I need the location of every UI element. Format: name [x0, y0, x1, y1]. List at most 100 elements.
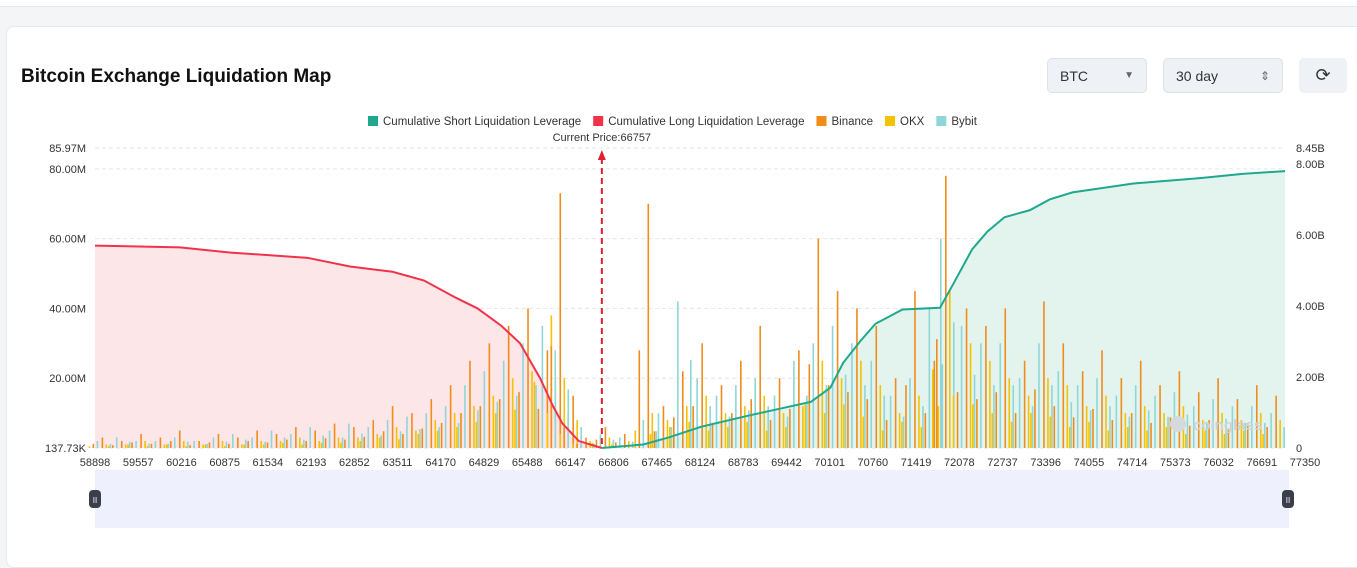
bybit-bar — [341, 437, 344, 448]
okx-bar — [651, 413, 654, 448]
okx-bar — [511, 378, 514, 448]
binance-bar — [875, 325, 878, 448]
x-tick-label: 61534 — [253, 457, 284, 469]
okx-bar — [1279, 420, 1281, 448]
bybit-bar — [1096, 378, 1098, 448]
okx-bar — [1085, 406, 1088, 448]
okx-bar — [436, 430, 439, 448]
bybit-bar — [844, 374, 847, 448]
bybit-bar — [1225, 418, 1227, 448]
okx-bar — [1124, 413, 1127, 448]
bybit-bar — [283, 437, 286, 448]
binance-bar — [936, 339, 938, 448]
x-tick-label: 66147 — [555, 457, 586, 469]
binance-bar — [623, 434, 626, 448]
okx-bar — [989, 360, 991, 448]
bybit-bar — [1109, 406, 1111, 448]
okx-bar — [1240, 420, 1243, 448]
bybit-bar — [973, 374, 976, 448]
binance-bar — [1120, 378, 1123, 448]
binance-bar — [572, 395, 574, 448]
okx-bar — [224, 446, 226, 448]
bybit-bar — [251, 437, 253, 448]
okx-bar — [572, 444, 574, 448]
bybit-bar — [767, 406, 769, 448]
x-tick-label: 66806 — [598, 457, 629, 469]
bybit-bar — [1012, 385, 1015, 448]
okx-bar — [1259, 413, 1262, 448]
y-left-tick-label: 20.00M — [49, 373, 86, 385]
binance-bar — [237, 437, 239, 448]
bybit-bar — [541, 325, 544, 448]
slider-handle-right[interactable] — [1282, 490, 1294, 508]
okx-bar — [1221, 413, 1223, 448]
okx-bar — [144, 441, 146, 448]
okx-bar — [546, 413, 549, 448]
binance-bar — [391, 406, 394, 448]
okx-bar — [1027, 395, 1030, 448]
bybit-bar — [870, 360, 873, 448]
binance-bar — [576, 443, 578, 448]
binance-bar — [1159, 385, 1161, 448]
handle-grip-icon: II — [93, 496, 97, 505]
binance-bar — [527, 308, 529, 448]
coin-select[interactable]: BTC ▼ — [1047, 58, 1147, 93]
binance-bar — [1255, 385, 1258, 448]
okx-bar — [357, 437, 359, 448]
bybit-bar — [940, 238, 942, 448]
short-cumulative-line — [601, 170, 1286, 449]
binance-bar — [769, 420, 772, 448]
okx-bar — [1049, 416, 1052, 448]
refresh-button[interactable]: ⟳ — [1299, 58, 1347, 93]
bybit-bar — [580, 427, 582, 448]
binance-bar — [518, 392, 520, 448]
bybit-bar — [1147, 410, 1150, 448]
binance-bar — [150, 443, 153, 448]
binance-bar — [353, 427, 355, 448]
legend-item: Cumulative Long Liquidation Leverage — [608, 116, 804, 128]
binance-bar — [208, 442, 211, 448]
okx-bar — [398, 439, 400, 448]
range-slider[interactable] — [95, 470, 1289, 528]
okx-bar — [563, 378, 566, 448]
binance-bar — [421, 428, 424, 448]
okx-bar — [1107, 430, 1110, 448]
okx-bar — [359, 441, 362, 448]
binance-bar — [333, 423, 336, 448]
chevron-updown-icon: ⇕ — [1259, 68, 1270, 83]
okx-bar — [969, 343, 972, 448]
okx-bar — [1262, 434, 1264, 448]
okx-bar — [204, 444, 207, 448]
bybit-bar — [309, 427, 312, 448]
binance-bar — [507, 325, 510, 448]
binance-bar — [1266, 427, 1268, 448]
bybit-bar — [642, 420, 645, 448]
binance-bar — [1111, 420, 1114, 448]
binance-bar — [305, 441, 308, 448]
bybit-bar — [515, 395, 518, 448]
binance-bar — [363, 436, 366, 448]
y-left-tick-label: 40.00M — [49, 303, 86, 315]
binance-bar — [111, 445, 114, 448]
okx-bar — [163, 444, 166, 448]
bybit-bar — [993, 385, 995, 448]
slider-handle-left[interactable] — [89, 490, 101, 508]
binance-bar — [324, 438, 327, 448]
okx-bar — [576, 420, 578, 448]
bybit-bar — [225, 441, 228, 448]
long-cumulative-line — [94, 244, 603, 449]
bybit-bar — [477, 410, 479, 448]
bybit-bar — [1070, 401, 1073, 448]
bybit-bar — [612, 439, 615, 448]
binance-bar — [1034, 389, 1036, 448]
period-select[interactable]: 30 day ⇕ — [1163, 58, 1283, 93]
okx-bar — [763, 395, 765, 448]
okx-bar — [241, 444, 243, 448]
binance-bar — [460, 413, 462, 448]
okx-bar — [627, 441, 630, 448]
bybit-bar — [464, 385, 466, 448]
bybit-bar — [657, 413, 660, 448]
okx-bar — [340, 442, 342, 448]
y-left-tick-label: 137.73K — [45, 443, 87, 455]
